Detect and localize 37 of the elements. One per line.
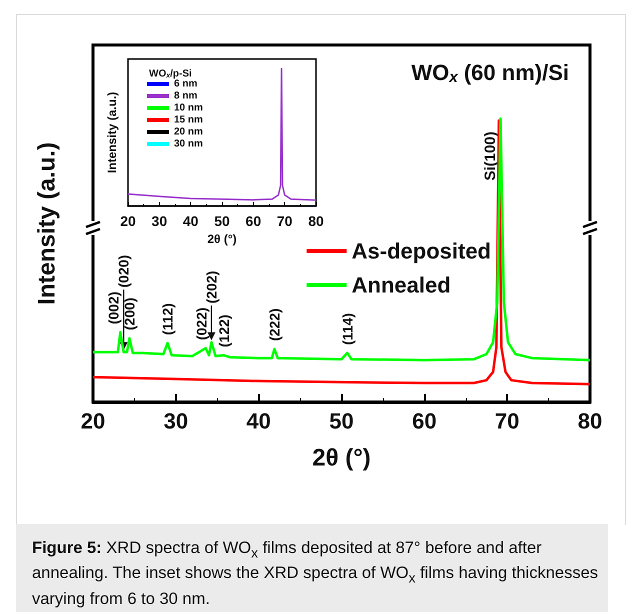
x-tick-label: 50 xyxy=(329,408,354,434)
legend-label: 6 nm xyxy=(174,78,198,90)
x-tick-label: 30 xyxy=(164,408,188,434)
x-tick-label: 50 xyxy=(214,213,230,229)
legend-label: Annealed xyxy=(352,272,451,298)
legend-label: 10 nm xyxy=(174,102,204,114)
x-tick-label: 40 xyxy=(182,213,199,229)
x-tick-label: 70 xyxy=(494,408,520,434)
annotation: (202) xyxy=(203,270,220,304)
x-tick-label: 20 xyxy=(120,213,136,229)
annotation: (002) xyxy=(106,292,122,324)
y-axis-title: Intensity (a.u.) xyxy=(105,92,119,174)
x-axis-title: 2θ (°) xyxy=(312,444,371,472)
text: Figure 5: XRD spectra of WO$_{x}$ films deposited at 87° before and after annealing. The inset shows the XRD spectra of WO$_{x}$ films having thicknesses varying from 6 to 30 nm. xyxy=(32,539,598,608)
x-axis-title: 2θ (°) xyxy=(207,232,237,246)
x-tick-label: 60 xyxy=(246,213,262,229)
annotation: (114) xyxy=(339,313,356,345)
y-axis-title: Intensity (a.u.) xyxy=(34,142,60,305)
annotation: (222) xyxy=(266,308,282,342)
annotation: (200) xyxy=(121,298,138,330)
legend-label: 15 nm xyxy=(174,114,204,126)
x-tick-label: 80 xyxy=(578,408,602,434)
x-tick-label: 20 xyxy=(80,408,106,434)
annotation: (022) xyxy=(194,307,210,340)
legend-label: 30 nm xyxy=(174,138,204,150)
x-tick-label: 40 xyxy=(246,408,271,434)
x-tick-label: 30 xyxy=(152,213,168,229)
legend-label: 20 nm xyxy=(174,126,204,138)
annotation: (020) xyxy=(116,254,132,288)
x-tick-label: 80 xyxy=(308,213,324,229)
legend-label: 8 nm xyxy=(174,90,198,102)
legend-label: As-deposited xyxy=(352,238,492,264)
x-tick-label: 70 xyxy=(276,213,293,229)
annotation: Si(100) xyxy=(482,131,500,181)
annotation: (112) xyxy=(160,303,176,336)
x-tick-label: 60 xyxy=(412,408,437,434)
annotation: (122) xyxy=(216,314,232,348)
